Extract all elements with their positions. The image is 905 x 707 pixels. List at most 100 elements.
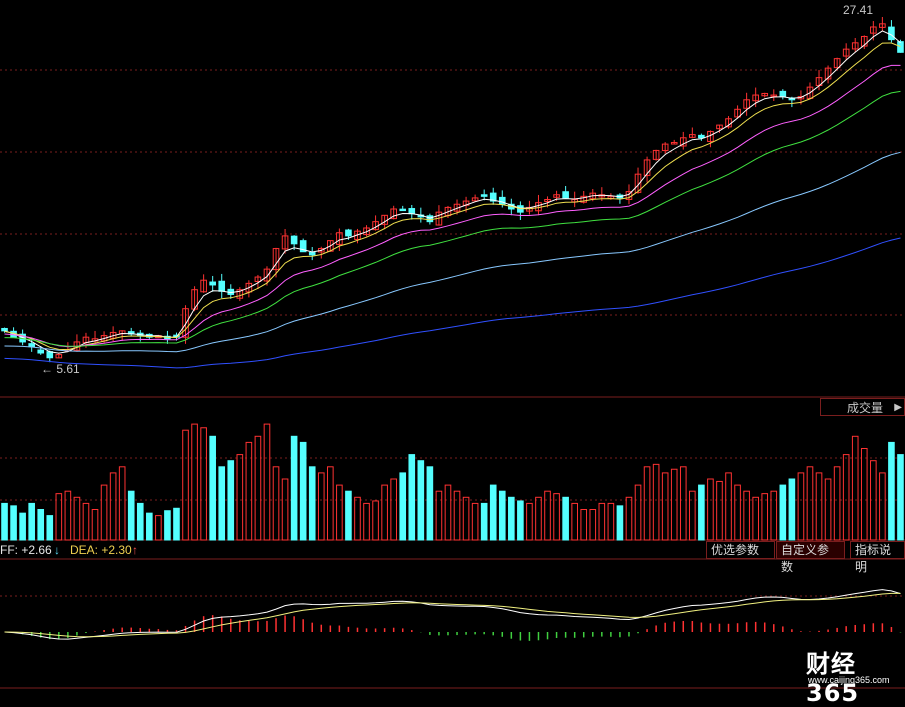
candle-body <box>308 252 316 256</box>
candle-body <box>245 282 253 293</box>
candle-body <box>254 276 262 282</box>
volume-bar <box>390 478 397 541</box>
volume-bar <box>815 472 823 541</box>
volume-bar <box>308 466 316 541</box>
volume-bar <box>327 466 334 541</box>
candle-body <box>879 23 886 28</box>
volume-bar <box>363 502 370 541</box>
volume-bar <box>372 500 379 541</box>
volume-bar <box>716 480 723 541</box>
volume-bar <box>779 484 787 541</box>
volume-bar <box>19 512 26 541</box>
candle-body <box>643 159 651 176</box>
candle-body <box>317 248 325 253</box>
volume-bar <box>689 490 696 541</box>
candle-body <box>354 230 361 240</box>
volume-bar <box>770 490 778 541</box>
volume-bar <box>888 441 895 541</box>
indicator-help-button[interactable]: 指标说明 <box>850 541 905 574</box>
low-price-value: 5.61 <box>56 362 80 376</box>
candle-body <box>236 289 244 299</box>
volume-bar <box>281 478 289 541</box>
volume-bar <box>535 496 542 541</box>
logo-url-text: www.caijing365.com <box>808 675 890 685</box>
volume-bar <box>173 507 180 541</box>
candle-body <box>28 343 35 348</box>
volume-bar <box>100 484 108 541</box>
candlestick-series <box>1 16 904 363</box>
candle-body <box>336 232 343 245</box>
scroll-arrow-icon: ▶ <box>894 402 902 413</box>
volume-bar <box>336 484 343 541</box>
low-price-label: ← 5.61 <box>41 362 80 376</box>
volume-bar <box>354 496 361 541</box>
ma-line-10 <box>4 42 901 351</box>
volume-bar <box>661 472 669 541</box>
volume-bar <box>879 472 886 541</box>
volume-indicator-tab[interactable]: 成交量 ▶ <box>820 398 905 416</box>
candle-body <box>870 26 877 34</box>
candle-body <box>833 58 841 69</box>
volume-bar <box>743 490 750 541</box>
volume-bar <box>453 490 461 541</box>
candle-body <box>661 143 669 152</box>
candle-body <box>553 194 560 198</box>
volume-bar <box>860 448 868 541</box>
volume-bar <box>345 490 352 541</box>
volume-bar <box>64 490 72 541</box>
volume-bar <box>408 454 416 541</box>
candle-body <box>263 268 271 282</box>
volume-bar <box>824 478 832 541</box>
candle-body <box>698 134 705 139</box>
candle-body <box>489 192 497 202</box>
volume-bar <box>299 441 307 541</box>
candle-body <box>471 197 479 202</box>
volume-bar <box>417 460 425 541</box>
volume-bar <box>580 509 588 541</box>
candle-body <box>182 308 189 338</box>
volume-bar <box>526 502 533 541</box>
volume-tab-label: 成交量 <box>847 401 884 415</box>
macd-dea-line <box>4 592 901 638</box>
volume-bar <box>109 472 117 541</box>
volume-bar <box>28 502 35 541</box>
volume-bar <box>625 496 633 541</box>
diff-value-label: FF: +2.66 <box>0 543 52 557</box>
ma-line-20 <box>4 64 901 348</box>
volume-bar <box>806 466 814 541</box>
candle-body <box>761 92 769 97</box>
candle-body <box>734 108 741 118</box>
volume-bar <box>37 509 45 541</box>
optimize-params-button[interactable]: 优选参数 <box>706 541 775 559</box>
volume-bar <box>381 484 388 541</box>
volume-bar <box>842 454 850 541</box>
macd-series <box>4 589 902 641</box>
volume-bar <box>1 502 8 541</box>
candle-body <box>897 41 904 53</box>
volume-bar <box>426 466 434 541</box>
ma-line-5 <box>4 30 901 354</box>
volume-bar <box>245 441 253 541</box>
volume-bar <box>200 427 207 541</box>
volume-bar <box>155 515 162 541</box>
macd-diff-line <box>4 589 901 640</box>
volume-bar <box>127 490 135 541</box>
volume-bar <box>761 493 769 541</box>
volume-bar <box>679 466 687 541</box>
moving-average-lines <box>4 30 901 369</box>
volume-bar <box>164 510 171 541</box>
candle-body <box>390 208 397 220</box>
candle-body <box>209 281 216 286</box>
candle-body <box>480 194 488 197</box>
candle-body <box>399 208 407 212</box>
volume-bar <box>471 502 479 541</box>
volume-bars <box>1 423 904 541</box>
volume-bar <box>616 505 624 541</box>
volume-bar <box>73 496 81 541</box>
custom-params-button[interactable]: 自定义参数 <box>776 541 845 574</box>
volume-bar <box>118 466 126 541</box>
volume-bar <box>571 502 578 541</box>
volume-bar <box>734 484 741 541</box>
volume-bar <box>643 466 651 541</box>
candle-body <box>299 240 307 253</box>
